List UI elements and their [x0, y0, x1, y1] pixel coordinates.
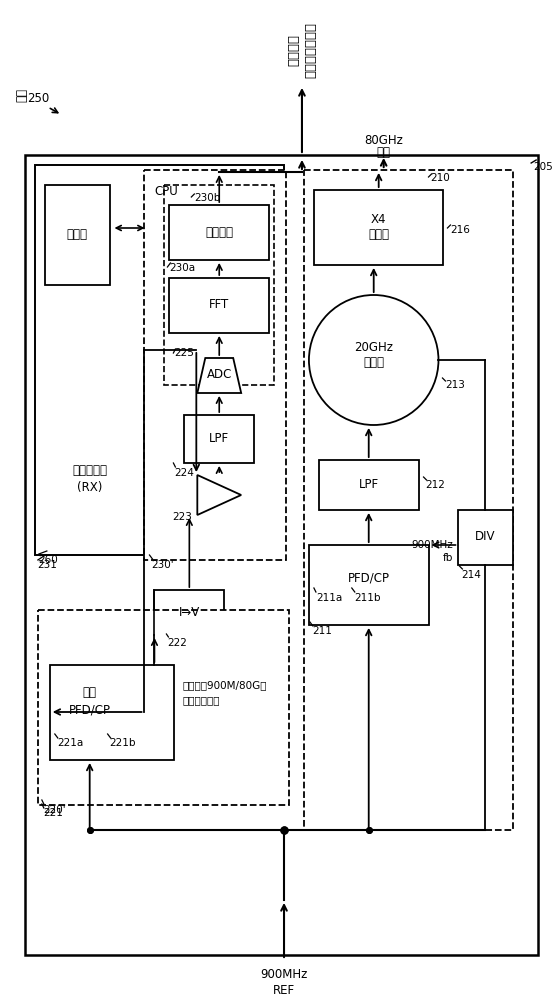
Bar — [165, 185, 274, 385]
Text: 放的相位误差: 放的相位误差 — [182, 695, 220, 705]
Bar — [319, 460, 418, 510]
Text: 80GHz: 80GHz — [364, 133, 403, 146]
Bar — [170, 205, 269, 260]
Text: 223: 223 — [172, 512, 193, 522]
Text: 214: 214 — [461, 570, 482, 580]
Text: 210: 210 — [431, 173, 450, 183]
Text: I→V: I→V — [179, 605, 200, 618]
Text: 221a: 221a — [57, 738, 83, 748]
Text: REF: REF — [273, 984, 295, 996]
Text: 230': 230' — [151, 560, 174, 570]
Text: 噪声故障: 噪声故障 — [287, 34, 300, 66]
Bar — [459, 510, 513, 565]
Text: 224: 224 — [175, 468, 194, 478]
Text: ADC: ADC — [206, 368, 232, 381]
Text: 230b: 230b — [194, 193, 221, 203]
Polygon shape — [198, 475, 241, 515]
Text: 211a: 211a — [316, 593, 342, 603]
Text: 211b: 211b — [354, 593, 380, 603]
Text: 222: 222 — [167, 638, 187, 648]
Text: 副本: 副本 — [83, 686, 97, 700]
Text: 221: 221 — [43, 808, 62, 818]
Text: CPU: CPU — [155, 185, 178, 198]
Text: 225: 225 — [175, 348, 194, 358]
Text: 报告合成器相位: 报告合成器相位 — [305, 22, 318, 78]
Text: 阈値比较: 阈値比较 — [205, 226, 233, 238]
Text: 20GHz
振荡器: 20GHz 振荡器 — [354, 341, 393, 369]
Text: 211: 211 — [312, 626, 332, 636]
Bar — [170, 278, 269, 333]
Text: 221b: 221b — [109, 738, 136, 748]
Text: DIV: DIV — [475, 530, 496, 544]
Bar — [309, 545, 429, 625]
Polygon shape — [198, 358, 241, 393]
Bar — [35, 165, 284, 555]
Text: 组合: 组合 — [16, 88, 28, 102]
Text: LPF: LPF — [359, 479, 379, 491]
Bar — [145, 170, 286, 560]
Text: PFD/CP: PFD/CP — [69, 704, 110, 716]
Text: 900MHz: 900MHz — [412, 540, 454, 550]
Bar — [184, 415, 254, 463]
Text: 900MHz: 900MHz — [261, 968, 307, 982]
Bar — [25, 155, 538, 955]
Text: 250: 250 — [27, 92, 49, 104]
Bar — [38, 610, 289, 805]
Text: 205: 205 — [533, 162, 553, 172]
Text: (RX): (RX) — [77, 481, 102, 493]
Bar — [314, 190, 444, 265]
Text: 存储器: 存储器 — [66, 229, 87, 241]
Text: 输出: 输出 — [377, 146, 391, 159]
Bar — [304, 170, 513, 830]
Bar — [45, 185, 109, 285]
Text: PFD/CP: PFD/CP — [348, 572, 389, 584]
Text: 231: 231 — [37, 560, 57, 570]
Text: 230a: 230a — [170, 263, 195, 273]
Text: LPF: LPF — [209, 432, 229, 446]
Text: FFT: FFT — [209, 298, 229, 312]
Text: 220': 220' — [43, 805, 65, 815]
Text: 260: 260 — [38, 555, 57, 565]
Text: 213: 213 — [445, 380, 465, 390]
Text: 216: 216 — [450, 225, 470, 235]
Text: 包含按照900M/80G缩: 包含按照900M/80G缩 — [182, 680, 267, 690]
Text: 雷达接收器: 雷达接收器 — [72, 464, 107, 477]
Bar — [50, 665, 175, 760]
Text: 212: 212 — [426, 480, 445, 490]
Bar — [155, 590, 224, 635]
Text: X4
倍频器: X4 倍频器 — [368, 213, 389, 241]
Text: fb: fb — [443, 553, 454, 563]
